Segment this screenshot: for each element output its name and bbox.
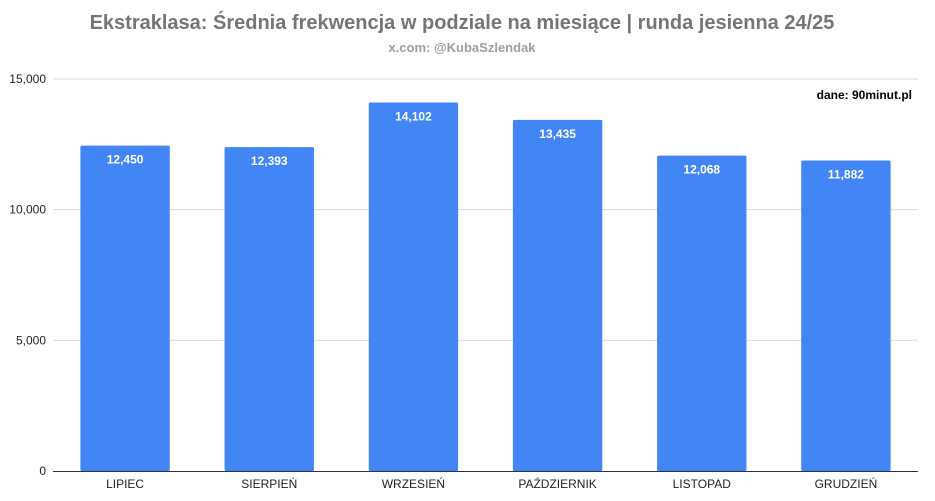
bars: 12,450 12,393 14,102 13,435 12,068 11,882 xyxy=(80,102,891,472)
bar xyxy=(368,102,459,471)
x-category-label: SIERPIEŃ xyxy=(241,476,297,491)
bar xyxy=(801,160,891,471)
chart-subtitle: x.com: @KubaSzlendak xyxy=(388,40,536,55)
bar-value-label: 12,450 xyxy=(107,153,144,167)
x-axis-category-labels: LIPIEC SIERPIEŃ WRZESIEŃ PAŹDZIERNIK LISTOPA… xyxy=(106,476,877,491)
bar xyxy=(512,119,603,471)
bar-value-label: 11,882 xyxy=(828,167,864,181)
bar xyxy=(80,145,170,471)
source-note: dane: 90minut.pl xyxy=(817,88,912,102)
bar-value-label: 12,068 xyxy=(683,163,720,177)
x-category-label: PAŹDZIERNIK xyxy=(518,476,596,491)
bar xyxy=(224,147,314,472)
chart-title: Ekstraklasa: Średnia frekwencja w podzia… xyxy=(90,10,835,34)
y-axis-tick-labels: 0 5,000 10,000 15,000 xyxy=(9,72,46,478)
bar-value-label: 14,102 xyxy=(395,109,432,123)
bar-value-label: 13,435 xyxy=(539,127,576,141)
x-category-label: GRUDZIEŃ xyxy=(815,476,878,491)
bar-value-label: 12,393 xyxy=(251,154,288,168)
y-tick-label: 10,000 xyxy=(9,203,46,217)
x-category-label: LIPIEC xyxy=(106,477,144,491)
y-tick-label: 0 xyxy=(39,464,46,478)
x-category-label: LISTOPAD xyxy=(673,477,732,491)
y-tick-label: 5,000 xyxy=(16,333,46,347)
y-tick-label: 15,000 xyxy=(9,72,46,86)
bar xyxy=(657,155,747,472)
gridlines xyxy=(53,78,918,341)
x-category-label: WRZESIEŃ xyxy=(382,476,445,491)
